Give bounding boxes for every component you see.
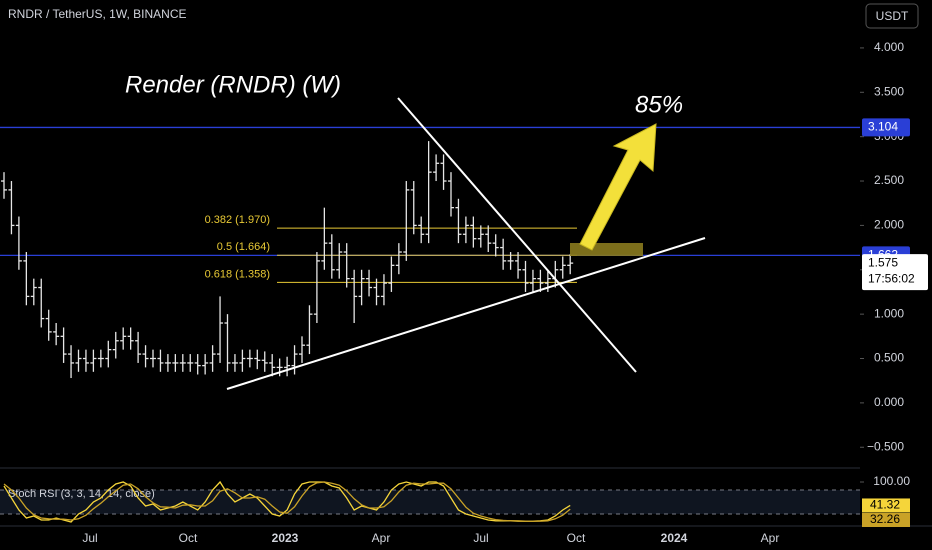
stoch-tick-label: 100.00 (873, 474, 910, 488)
fib-label: 0.5 (1.664) (217, 241, 270, 253)
x-tick-label: 2023 (272, 531, 299, 545)
y-tick-label: 4.000 (874, 40, 904, 54)
trend-line (397, 97, 637, 373)
x-tick-label: Jul (473, 531, 488, 545)
y-tick-label: 3.500 (874, 84, 904, 98)
chart-title: Render (RNDR) (W) (125, 71, 341, 98)
last-price-box (862, 254, 928, 291)
currency-button[interactable] (865, 3, 919, 29)
price-label: 3.104 (868, 120, 898, 134)
x-tick-label: Apr (761, 531, 780, 545)
y-tick-label: 1.000 (874, 306, 904, 320)
header: RNDR / TetherUS, 1W, BINANCE (8, 7, 187, 21)
y-tick-label: 0.000 (874, 395, 904, 409)
y-tick-label: −0.500 (867, 439, 904, 453)
stoch-line (3, 480, 571, 523)
stoch-last-label: 32.26 (870, 512, 900, 526)
annotation: 85% (635, 91, 683, 118)
x-tick-label: Oct (179, 531, 198, 545)
price-label-box (862, 118, 910, 137)
y-tick-label: 2.000 (874, 218, 904, 232)
y-tick-label: 0.500 (874, 351, 904, 365)
x-tick-label: 2024 (661, 531, 688, 545)
x-tick-label: Oct (567, 531, 586, 545)
arrow (579, 123, 657, 251)
stoch-last-box (862, 513, 910, 527)
last-price: 1.575 (868, 255, 898, 269)
fib-label: 0.618 (1.358) (205, 268, 270, 280)
trend-line (226, 237, 706, 390)
currency-label[interactable]: USDT (876, 9, 909, 23)
x-tick-label: Apr (372, 531, 391, 545)
stoch-last-box (862, 498, 910, 513)
stoch-line (3, 481, 571, 522)
stoch-title: Stoch RSI (3, 3, 14, 14, close) (8, 488, 155, 500)
fib-label: 0.382 (1.970) (205, 214, 270, 226)
y-tick-label: 2.500 (874, 173, 904, 187)
x-tick-label: Jul (82, 531, 97, 545)
stoch-last-label: 41.32 (870, 498, 900, 512)
countdown: 17:56:02 (868, 271, 915, 285)
